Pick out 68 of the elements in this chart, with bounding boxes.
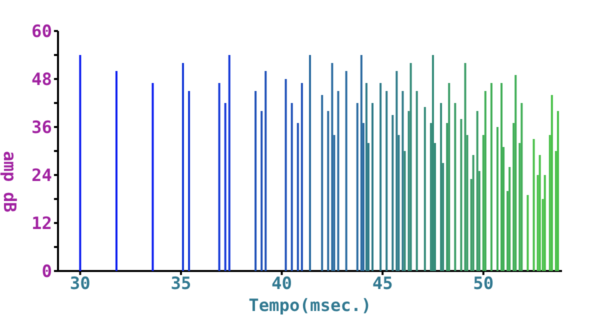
bar [327,111,330,271]
bar [464,63,466,271]
bar [396,71,398,271]
bar [115,71,118,271]
bar [371,103,374,271]
y-tick-label: 36 [32,118,52,138]
bar [152,83,154,271]
bar [182,63,184,271]
bar [296,123,299,271]
bar [360,55,362,271]
bar [337,91,340,271]
bar [508,167,511,271]
x-tick-label: 40 [272,274,292,294]
y-tick-label: 24 [32,166,52,186]
bar [526,195,529,271]
x-tick-label: 50 [473,274,494,294]
bar [284,79,287,271]
bar [500,83,503,271]
bar [416,91,418,271]
bar [460,119,462,271]
bar [472,155,474,271]
bar [392,115,394,271]
bar [260,111,263,271]
bar [550,95,553,271]
x-axis-title: Tempo(msec.) [248,296,372,316]
bar [454,103,456,271]
bar [309,55,311,271]
bar [228,55,230,271]
bar [224,103,226,271]
bar [424,107,426,271]
bar [448,83,450,271]
bar [520,103,523,271]
y-axis-title: amp dB [0,151,19,212]
bar [404,151,406,271]
x-tick-label: 30 [70,274,90,294]
bar [300,83,303,271]
bar [218,83,220,271]
bar [496,127,498,271]
bar [79,55,82,271]
bar [386,91,388,271]
bar [556,111,559,271]
bar [476,111,478,271]
bar [410,63,412,271]
bar [514,75,517,271]
y-tick-label: 60 [32,22,52,42]
bar [356,103,358,271]
bar [331,63,334,271]
y-tick-label: 0 [42,262,52,282]
bar [290,103,293,271]
bar [254,91,257,271]
x-tick-label: 35 [170,274,192,294]
bar [321,95,324,271]
bar [365,83,368,271]
bar [264,71,267,271]
bar [484,91,486,271]
y-tick-label: 48 [32,70,52,90]
bar [345,71,348,271]
bar [544,175,546,271]
bar [440,103,442,271]
bar [432,55,434,271]
bar [490,83,492,271]
bar [188,91,190,271]
bar [538,155,541,271]
y-tick-label: 12 [32,214,52,234]
bar [380,83,382,271]
x-tick-label: 45 [372,274,393,294]
bar [532,139,535,271]
bar [402,91,404,271]
